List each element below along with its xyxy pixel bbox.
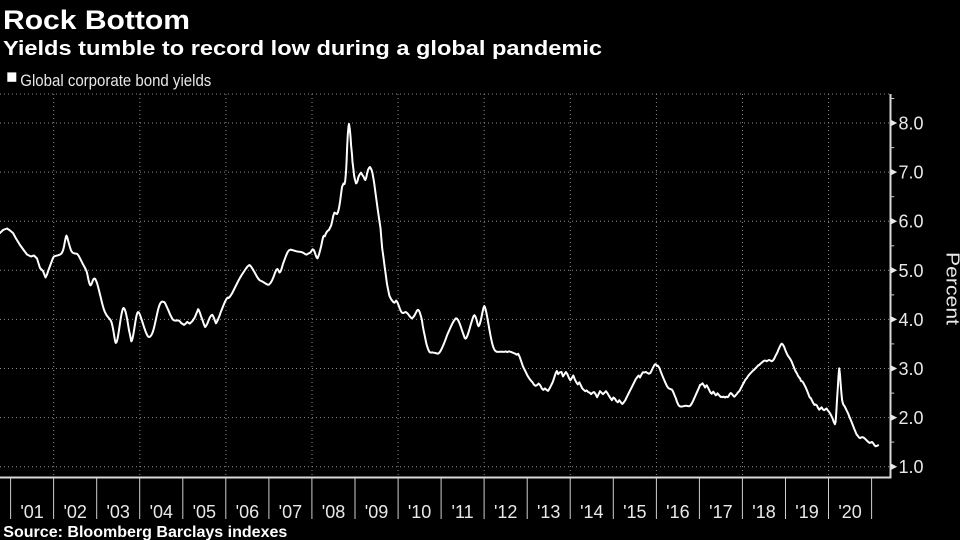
svg-text:'12: '12	[494, 502, 517, 522]
svg-text:3.0: 3.0	[899, 359, 924, 379]
svg-text:'15: '15	[623, 502, 646, 522]
svg-text:5.0: 5.0	[899, 261, 924, 281]
svg-text:'17: '17	[709, 502, 732, 522]
svg-text:8.0: 8.0	[899, 114, 924, 134]
svg-text:'07: '07	[279, 502, 302, 522]
svg-text:'14: '14	[580, 502, 603, 522]
svg-text:Percent: Percent	[943, 252, 960, 325]
svg-text:6.0: 6.0	[899, 212, 924, 232]
svg-text:'19: '19	[795, 502, 818, 522]
svg-text:'06: '06	[236, 502, 259, 522]
svg-text:'16: '16	[666, 502, 689, 522]
svg-text:'08: '08	[322, 502, 345, 522]
svg-text:7.0: 7.0	[899, 163, 924, 183]
svg-text:1.0: 1.0	[899, 457, 924, 477]
svg-text:'10: '10	[408, 502, 431, 522]
svg-text:'09: '09	[365, 502, 388, 522]
svg-text:4.0: 4.0	[899, 310, 924, 330]
svg-text:'20: '20	[838, 502, 861, 522]
svg-text:'03: '03	[106, 502, 129, 522]
svg-text:'01: '01	[20, 502, 43, 522]
svg-text:'18: '18	[752, 502, 775, 522]
svg-text:'11: '11	[452, 502, 474, 522]
svg-text:Source: Bloomberg Barclays ind: Source: Bloomberg Barclays indexes	[3, 524, 287, 540]
svg-text:Yields tumble to record low du: Yields tumble to record low during a glo…	[3, 38, 602, 60]
svg-text:Global corporate bond yields: Global corporate bond yields	[20, 72, 211, 90]
svg-text:'02: '02	[63, 502, 86, 522]
svg-text:Rock Bottom: Rock Bottom	[3, 5, 190, 35]
svg-text:'13: '13	[537, 502, 560, 522]
svg-text:'05: '05	[193, 502, 216, 522]
svg-text:'04: '04	[150, 502, 173, 522]
svg-text:2.0: 2.0	[899, 408, 924, 428]
